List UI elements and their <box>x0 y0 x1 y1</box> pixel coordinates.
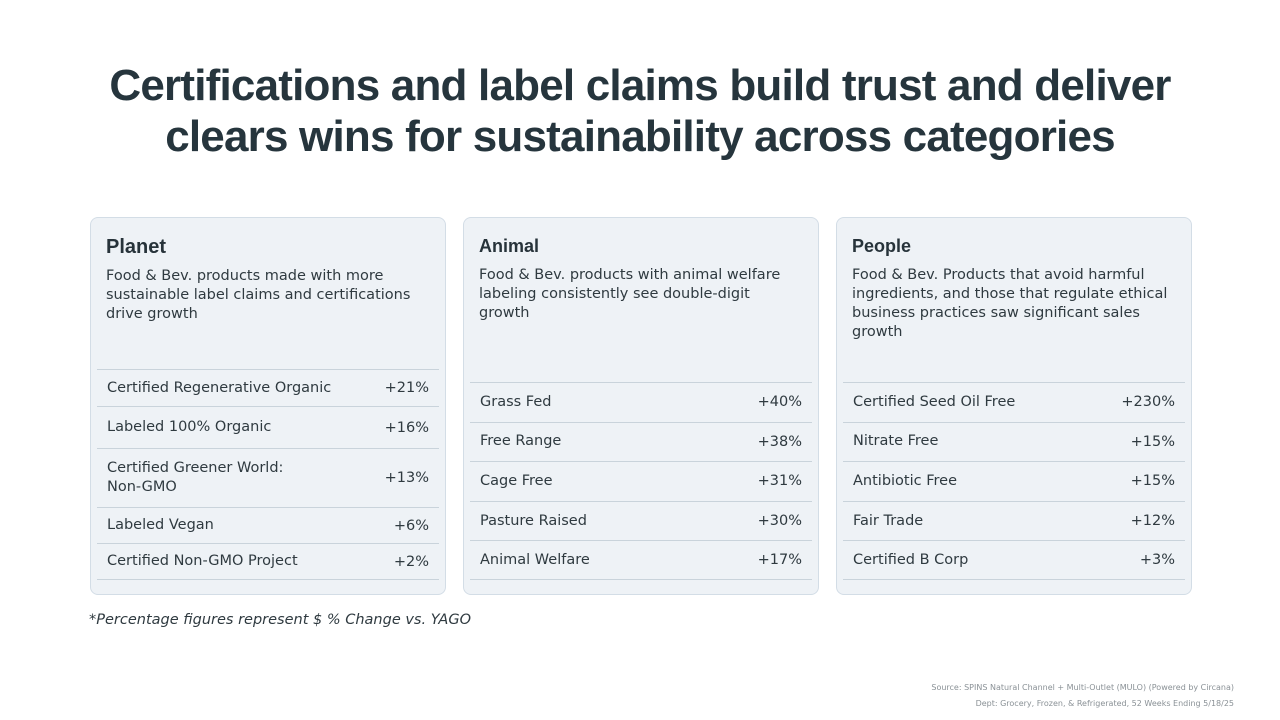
table-row: Labeled 100% Organic +16% <box>97 406 439 448</box>
claim-label: Free Range <box>480 433 562 450</box>
claim-value: +21% <box>384 380 429 396</box>
claim-label: Certified Non-GMO Project <box>107 553 298 569</box>
table-row: Certified Seed Oil Free +230% <box>843 382 1185 422</box>
claim-label: Pasture Raised <box>480 512 587 529</box>
claims-table: Certified Seed Oil Free +230% Nitrate Fr… <box>843 382 1185 580</box>
claims-table: Grass Fed +40% Free Range +38% Cage Free… <box>470 382 812 580</box>
claim-value: +38% <box>757 433 802 450</box>
planet-card: Planet Food & Bev. products made with mo… <box>90 217 446 595</box>
table-row: Grass Fed +40% <box>470 382 812 422</box>
card-description: Food & Bev. products made with more sust… <box>106 268 411 322</box>
claim-label: Certified B Corp <box>853 551 969 568</box>
table-row: Fair Trade +12% <box>843 500 1185 541</box>
table-row: Free Range +38% <box>470 421 812 462</box>
card-title: Planet <box>106 236 167 258</box>
claim-value: +2% <box>393 553 429 570</box>
footnote: *Percentage figures represent $ % Change… <box>89 612 471 628</box>
card-description: Food & Bev. Products that avoid harmful … <box>852 267 1168 340</box>
table-row: Certified B Corp +3% <box>843 540 1185 580</box>
card-title: People <box>852 236 912 256</box>
claim-value: +16% <box>384 419 429 436</box>
table-row: Certified Non-GMO Project +2% <box>97 543 439 580</box>
table-row: Nitrate Free +15% <box>843 421 1185 462</box>
source-note: Source: SPINS Natural Channel + Multi-Ou… <box>931 680 1234 712</box>
claim-value: +15% <box>1130 433 1175 450</box>
people-card: People Food & Bev. Products that avoid h… <box>836 217 1192 595</box>
table-row: Cage Free +31% <box>470 461 812 501</box>
table-row: Animal Welfare +17% <box>470 540 812 580</box>
claim-label: Certified Seed Oil Free <box>853 393 1016 410</box>
claim-label: Labeled 100% Organic <box>107 419 272 435</box>
table-row: Certified Greener World: Non-GMO +13% <box>97 448 439 507</box>
claim-label: Certified Greener World: Non-GMO <box>107 460 284 495</box>
claim-label: Certified Regenerative Organic <box>107 379 332 396</box>
claims-table: Certified Regenerative Organic +21% Labe… <box>97 369 439 580</box>
claim-value: +3% <box>1139 552 1175 569</box>
page-title: Certifications and label claims build tr… <box>109 61 1171 161</box>
table-row: Pasture Raised +30% <box>470 500 812 541</box>
source-line: Dept: Grocery, Frozen, & Refrigerated, 5… <box>975 699 1234 708</box>
claim-value: +30% <box>757 513 802 530</box>
claim-label: Cage Free <box>480 472 553 489</box>
claim-label: Antibiotic Free <box>853 472 957 489</box>
table-row: Certified Regenerative Organic +21% <box>97 369 439 406</box>
claim-value: +12% <box>1130 513 1175 530</box>
source-line: Source: SPINS Natural Channel + Multi-Ou… <box>931 683 1234 692</box>
table-row: Antibiotic Free +15% <box>843 461 1185 501</box>
animal-card: Animal Food & Bev. products with animal … <box>463 217 819 595</box>
card-title: Animal <box>479 236 540 256</box>
card-description: Food & Bev. products with animal welfare… <box>479 267 781 321</box>
claim-value: +13% <box>384 470 429 486</box>
claim-label: Animal Welfare <box>480 551 590 568</box>
claim-value: +230% <box>1121 394 1175 411</box>
claim-label: Fair Trade <box>853 512 924 529</box>
claim-label: Grass Fed <box>480 393 552 410</box>
claim-label: Labeled Vegan <box>107 517 214 533</box>
claim-value: +17% <box>757 552 802 569</box>
claim-value: +6% <box>393 517 429 534</box>
claim-label: Nitrate Free <box>853 433 939 450</box>
claim-value: +15% <box>1130 473 1175 490</box>
claim-value: +40% <box>757 394 802 411</box>
table-row: Labeled Vegan +6% <box>97 507 439 543</box>
claim-value: +31% <box>757 473 802 490</box>
